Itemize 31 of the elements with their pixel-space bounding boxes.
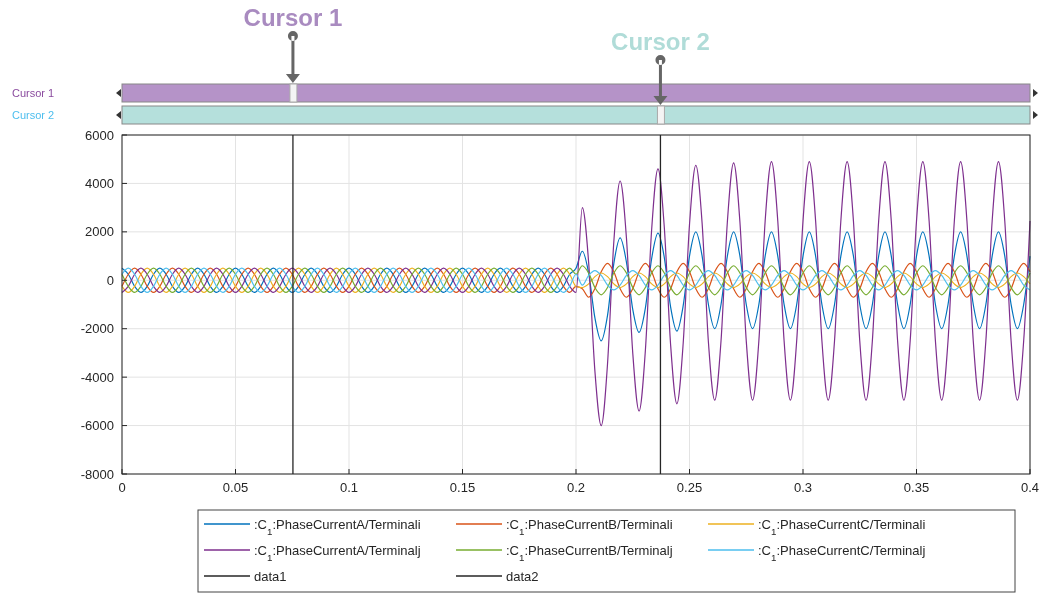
x-tick-label: 0.15 (449, 480, 476, 495)
y-tick-label: 6000 (85, 127, 114, 143)
legend-label: :C$_{1}$:PhaseCurrentC/Terminali (758, 516, 926, 536)
y-tick-label: -2000 (80, 321, 114, 337)
legend-label: :C$_{1}$:PhaseCurrentB/Terminalj (506, 542, 673, 562)
x-tick-label: 0.35 (903, 480, 930, 495)
x-tick-label: 0 (118, 480, 126, 495)
legend-label: :C$_{1}$:PhaseCurrentC/Terminalj (758, 542, 926, 562)
y-tick-label: 2000 (85, 224, 114, 240)
legend-label: :C$_{1}$:PhaseCurrentA/Terminali (254, 516, 421, 536)
y-tick-label: 0 (106, 272, 114, 288)
y-tick-label: -4000 (80, 369, 114, 385)
x-tick-label: 0.05 (222, 480, 249, 495)
text: Cursor 1 (12, 87, 55, 99)
y-tick-label: 4000 (85, 175, 114, 191)
x-tick-label: 0.4 (1020, 480, 1040, 495)
y-tick-label: -8000 (80, 466, 114, 482)
legend-label: data2 (506, 568, 539, 584)
x-tick-label: 0.1 (339, 480, 359, 495)
y-tick-label: -6000 (80, 418, 114, 434)
legend-label: data1 (254, 568, 287, 584)
line-series (121, 161, 1031, 427)
x-tick-label: 0.25 (676, 480, 703, 495)
text: Cursor 2 (12, 109, 55, 121)
text: Cursor 1 (243, 4, 343, 31)
text: Cursor 2 (611, 28, 710, 55)
x-tick-label: 0.2 (566, 480, 586, 495)
legend-label: :C$_{1}$:PhaseCurrentB/Terminali (506, 516, 673, 536)
line-series (121, 231, 1031, 342)
legend-label: :C$_{1}$:PhaseCurrentA/Terminalj (254, 542, 421, 562)
x-tick-label: 0.3 (793, 480, 813, 495)
